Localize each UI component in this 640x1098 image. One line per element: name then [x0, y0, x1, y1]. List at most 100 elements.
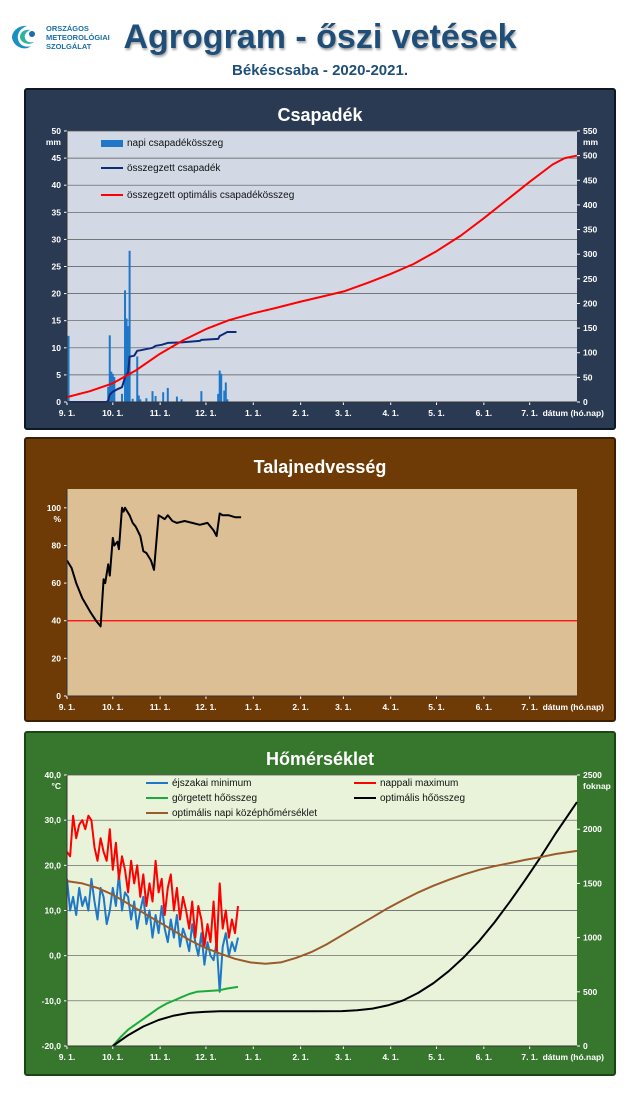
x-tick-label: 1. 1.: [245, 408, 262, 418]
logo-text: ORSZÁGOS METEOROLÓGIAI SZOLGÁLAT: [46, 24, 110, 51]
legend-label: optimális hőösszeg: [380, 793, 465, 804]
x-tick-label: 5. 1.: [428, 1052, 445, 1062]
x-tick-label: 5. 1.: [428, 408, 445, 418]
y2-tick-label: 400: [583, 200, 597, 210]
y2-tick-label: 450: [583, 175, 597, 185]
x-tick-label: 7. 1.: [521, 408, 538, 418]
precip-bar: [175, 396, 178, 402]
series-line-3: [112, 801, 578, 1047]
x-tick-label: 10. 1.: [102, 1052, 123, 1062]
y-tick-label: 40: [52, 616, 62, 626]
legend-label: napi csapadékösszeg: [127, 138, 223, 149]
y2-tick-label: 50: [583, 372, 593, 382]
legend-label: görgetett hőösszeg: [172, 793, 257, 804]
precip-bar: [128, 250, 131, 402]
y2-tick-label: 2500: [583, 770, 602, 780]
x-tick-label: 5. 1.: [428, 702, 445, 712]
y-tick-label: 30,0: [44, 815, 61, 825]
precipitation-title: Csapadék: [277, 105, 363, 125]
precip-bar: [137, 395, 140, 402]
soil-moisture-marks: [66, 506, 577, 628]
y-tick-label: 20: [52, 289, 62, 299]
soil-moisture-title: Talajnedvesség: [254, 457, 387, 477]
precip-bar: [131, 398, 134, 402]
x-tick-label: 2. 1.: [292, 702, 309, 712]
y2-tick-label: 500: [583, 987, 597, 997]
precip-bar: [220, 373, 223, 402]
legend-label: nappali maximum: [380, 778, 458, 789]
y-tick-label: 10,0: [44, 906, 61, 916]
y-unit-label: °C: [51, 781, 61, 791]
x-tick-label: 12. 1.: [195, 1052, 216, 1062]
series-line-1: [66, 814, 239, 953]
temperature-marks: [66, 801, 578, 1047]
y2-tick-label: 300: [583, 249, 597, 259]
temperature-chart: Hőmérséklet -20,0 -10,0 0,0 10,0 20,0 30,0 40,…: [42, 749, 611, 1062]
x-tick-label: 3. 1.: [335, 408, 352, 418]
y-tick-label: 0: [56, 397, 61, 407]
x-tick-label: 10. 1.: [102, 408, 123, 418]
y-tick-label: 35: [52, 207, 62, 217]
series-line-1: [67, 331, 237, 403]
y-tick-label: 0: [56, 691, 61, 701]
x-tick-label: 4. 1.: [382, 1052, 399, 1062]
temperature-panel: Hőmérséklet -20,0 -10,0 0,0 10,0 20,0 30,0 40,…: [24, 731, 616, 1076]
precip-bar: [166, 387, 169, 402]
x-tick-label: 4. 1.: [382, 702, 399, 712]
y2-tick-label: 150: [583, 323, 597, 333]
precipitation-panel: Csapadék 0 5 10 15 20 25 30 35 40 45 50 mm 0 50 100 150…: [24, 88, 616, 430]
temperature-axes: -20,0 -10,0 0,0 10,0 20,0 30,0 40,0°C 0 500 1000 1…: [42, 770, 611, 1062]
y-tick-label: 80: [52, 540, 62, 550]
y-unit-label: %: [53, 514, 61, 524]
precip-bar: [67, 335, 70, 402]
temperature-title: Hőmérséklet: [266, 749, 374, 769]
legend-label: összegzett csapadék: [127, 163, 221, 174]
legend-label: optimális napi középhőmérséklet: [172, 808, 317, 819]
x-tick-label: 7. 1.: [521, 1052, 538, 1062]
soil-moisture-chart: Talajnedvesség 0 20 40 60 80 100% 9. 1. 10. 1. 1…: [47, 457, 604, 712]
precip-bar: [125, 318, 128, 402]
precip-bar: [111, 373, 114, 402]
y2-tick-label: 550: [583, 126, 597, 136]
y2-tick-label: 1000: [583, 933, 602, 943]
y-tick-label: 100: [47, 503, 61, 513]
precip-bar: [113, 377, 116, 402]
precip-bar: [218, 370, 221, 402]
x-tick-label: 9. 1.: [59, 702, 76, 712]
precip-bar: [107, 386, 110, 402]
y-tick-label: -20,0: [42, 1041, 62, 1051]
y-tick-label: 50: [52, 126, 62, 136]
soil-moisture-axes: 0 20 40 60 80 100% 9. 1. 10. 1. 11. 1. 12. 1. 1. 1…: [47, 489, 604, 712]
y-tick-label: 15: [52, 316, 62, 326]
series-line-2: [66, 154, 578, 399]
precip-bar: [145, 398, 148, 402]
y-tick-label: 20,0: [44, 860, 61, 870]
y-unit-label: mm: [46, 137, 62, 147]
precip-bar: [154, 396, 157, 402]
y2-tick-label: 100: [583, 348, 597, 358]
x-axis-label: dátum (hó.nap): [543, 702, 605, 712]
precipitation-chart: Csapadék 05101520253035404550mm050100150…: [46, 105, 604, 418]
precip-bar: [224, 382, 227, 402]
legend-label: éjszakai minimum: [172, 778, 251, 789]
y-tick-label: 40,0: [44, 770, 61, 780]
temperature-legend: éjszakai minimum nappali maximum görgetett…: [146, 778, 465, 819]
precip-bar: [162, 392, 165, 402]
precip-bar: [124, 290, 127, 402]
x-tick-label: 3. 1.: [335, 702, 352, 712]
series-line-0: [66, 506, 242, 628]
y-tick-label: 45: [52, 153, 62, 163]
y2-unit-label: mm: [583, 137, 599, 147]
precip-bar: [217, 393, 220, 402]
precip-bar: [180, 399, 183, 402]
y-tick-label: -10,0: [42, 996, 62, 1006]
precipitation-axes: 05101520253035404550mm050100150200250300…: [46, 126, 604, 418]
x-tick-label: 6. 1.: [476, 1052, 493, 1062]
y-tick-label: 5: [56, 370, 61, 380]
x-tick-label: 1. 1.: [245, 1052, 262, 1062]
soil-moisture-plot-area: [67, 489, 577, 696]
y2-tick-label: 250: [583, 274, 597, 284]
x-tick-label: 1. 1.: [245, 702, 262, 712]
y-tick-label: 10: [52, 343, 62, 353]
y2-tick-label: 0: [583, 397, 588, 407]
